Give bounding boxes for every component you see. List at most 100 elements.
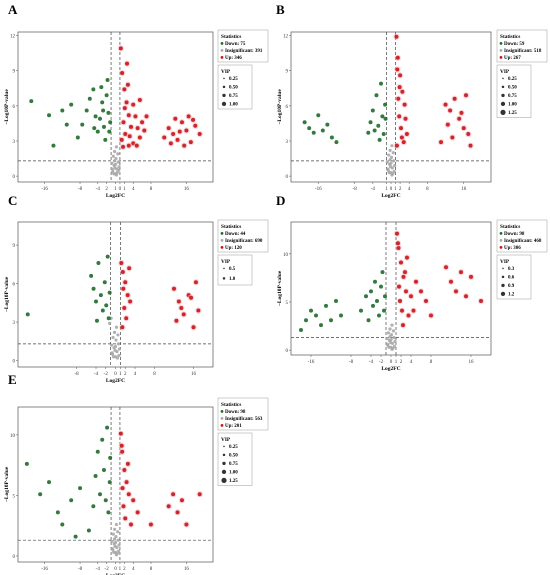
up-point	[454, 289, 458, 294]
up-point	[134, 143, 139, 148]
vip-legend-entry: 1.0	[229, 277, 236, 282]
insignificant-point	[112, 172, 116, 176]
statistics-legend-entry: Up: 201	[225, 424, 242, 429]
up-point	[182, 143, 187, 148]
statistics-legend-title: Statistics	[221, 224, 241, 230]
insignificant-point	[110, 167, 114, 171]
down-point	[25, 312, 30, 317]
legend: Statistics Down: 98 Insignificant: 563 Up: …	[217, 397, 269, 486]
vip-legend-entry: 0.50	[229, 454, 238, 459]
insignificant-point	[392, 169, 396, 174]
up-point	[394, 143, 399, 148]
y-tick-label: 0	[13, 360, 16, 365]
insignificant-point	[116, 530, 120, 534]
up-point	[125, 293, 130, 298]
insignificant-point	[117, 543, 121, 547]
x-tick-label: -16	[41, 187, 48, 192]
y-tick-label: 3	[13, 140, 16, 145]
up-point	[197, 492, 202, 497]
down-point	[311, 130, 316, 135]
down-point	[106, 316, 111, 321]
down-point	[320, 128, 325, 133]
down-point	[339, 313, 343, 318]
vip-legend-marker	[500, 109, 506, 115]
vip-legend-marker	[501, 85, 505, 89]
series-insignificant	[110, 145, 121, 177]
x-tick-label: 0	[390, 360, 393, 365]
insignificant-point	[116, 152, 120, 156]
insignificant-point	[117, 353, 121, 358]
statistics-legend-title: Statistics	[500, 224, 520, 230]
statistics-legend-entry: Up: 306	[504, 246, 521, 251]
x-tick-label: -8	[349, 360, 354, 365]
statistics-legend-entry: Down: 44	[225, 232, 246, 237]
vip-legend-entry: 0.25	[229, 77, 238, 82]
panel-letter: D	[276, 193, 285, 208]
up-point	[125, 461, 130, 466]
x-tick-label: -8	[78, 187, 83, 192]
vip-legend-box	[217, 254, 253, 286]
y-tick-label: 9	[13, 244, 16, 249]
insignificant-point	[392, 336, 396, 340]
up-point	[400, 89, 405, 94]
y-tick-label: 12	[10, 35, 16, 40]
y-tick-label: 5	[13, 494, 16, 499]
statistics-legend-entry: Down: 98	[225, 410, 246, 415]
vip-legend-title: VIP	[221, 69, 231, 75]
up-point	[395, 231, 399, 236]
x-tick-label: -8	[74, 372, 79, 377]
x-tick-label: 2	[124, 372, 127, 377]
down-point	[383, 102, 388, 107]
up-point	[452, 96, 457, 101]
down-point	[372, 128, 377, 133]
up-point	[457, 116, 462, 121]
down-point	[368, 120, 373, 125]
down-point	[96, 261, 101, 266]
up-point	[176, 299, 181, 304]
up-point	[443, 102, 448, 107]
vip-legend-marker	[223, 77, 225, 80]
down-point	[369, 289, 373, 294]
down-point	[380, 114, 385, 119]
insignificant-point	[385, 342, 390, 346]
down-point	[93, 474, 98, 479]
up-point	[171, 492, 176, 497]
up-point	[171, 131, 176, 136]
insignificant-point	[388, 340, 393, 345]
down-point	[377, 137, 382, 142]
down-point	[316, 113, 321, 118]
up-point	[172, 286, 176, 291]
down-point	[106, 110, 111, 115]
vip-legend-marker	[501, 275, 505, 279]
x-tick-label: 8	[426, 187, 429, 192]
vip-legend-entry: 0.75	[508, 94, 517, 99]
up-point	[119, 137, 124, 142]
insignificant-point	[113, 166, 117, 170]
up-point	[401, 140, 406, 145]
insignificant-point	[111, 532, 115, 536]
up-point	[135, 510, 140, 515]
up-point	[122, 87, 127, 92]
down-point	[329, 135, 334, 140]
statistics-legend-marker	[220, 417, 224, 420]
series-insignificant	[385, 323, 397, 351]
y-tick-label: 5	[286, 301, 289, 306]
up-point	[191, 117, 196, 122]
up-point	[123, 131, 128, 136]
down-point	[105, 254, 110, 259]
vip-legend-entry: 0.9	[508, 284, 515, 289]
insignificant-point	[116, 342, 121, 346]
insignificant-point	[116, 538, 120, 542]
down-point	[307, 126, 312, 131]
down-point	[370, 108, 375, 113]
down-point	[375, 299, 379, 304]
up-point	[399, 135, 404, 140]
insignificant-point	[388, 158, 392, 162]
legend: Statistics Down: 44 Insignificant: 690 Up: …	[217, 219, 269, 286]
up-point	[140, 120, 145, 125]
statistics-legend-marker	[220, 410, 224, 413]
statistics-legend-entry: Insignificant: 690	[225, 239, 263, 244]
